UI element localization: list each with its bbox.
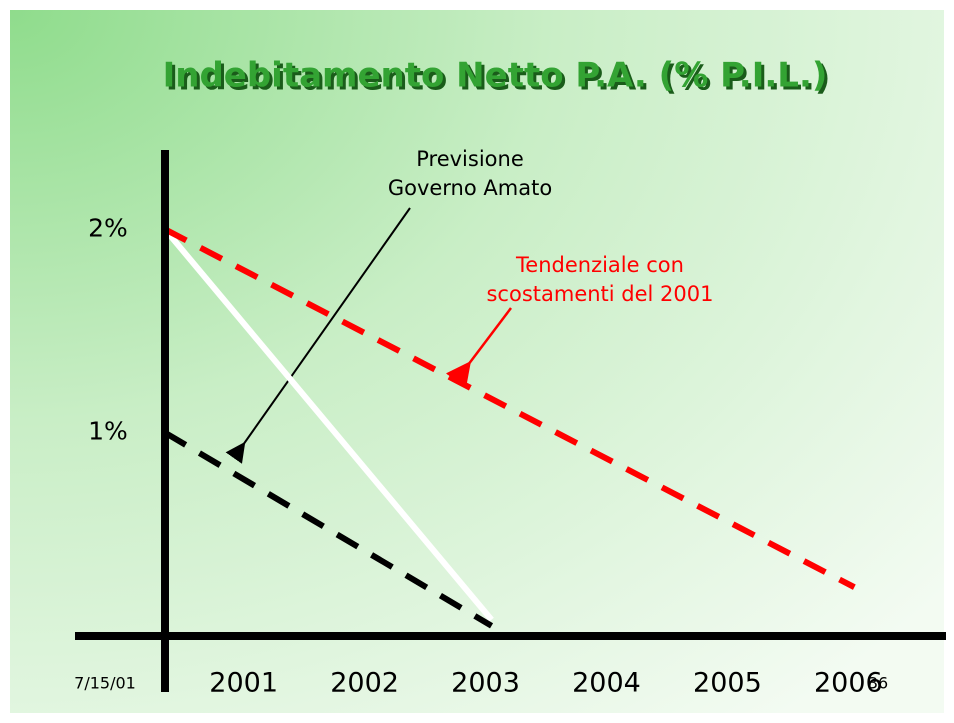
y-tick-label: 2%	[88, 213, 128, 242]
annotation-text: Previsione	[416, 147, 524, 171]
x-tick-label: 2003	[451, 668, 520, 699]
x-tick-label: 2002	[330, 668, 399, 699]
series-line	[162, 227, 494, 622]
series-line	[163, 226, 856, 590]
y-tick-label: 1%	[88, 417, 128, 446]
annotation-arrow	[225, 207, 411, 464]
footer-date: 7/15/01	[74, 674, 136, 693]
series-line	[163, 430, 494, 629]
annotation-text: Tendenziale con	[515, 253, 684, 277]
title-shadow: Indebitamento Netto P.A. (% P.I.L.)	[166, 59, 831, 99]
x-tick-label: 2001	[209, 668, 278, 699]
chart-title: Indebitamento Netto P.A. (% P.I.L.)	[163, 56, 828, 96]
slide-background	[10, 10, 944, 713]
x-tick-label: 2005	[693, 668, 762, 699]
annotation-text: scostamenti del 2001	[486, 282, 713, 306]
annotation-arrow	[445, 307, 512, 389]
x-tick-label: 2006	[814, 668, 883, 699]
plot	[162, 226, 856, 629]
x-tick-label: 2004	[572, 668, 641, 699]
annotation-text: Governo Amato	[388, 176, 552, 200]
page-number: 36	[868, 674, 888, 693]
